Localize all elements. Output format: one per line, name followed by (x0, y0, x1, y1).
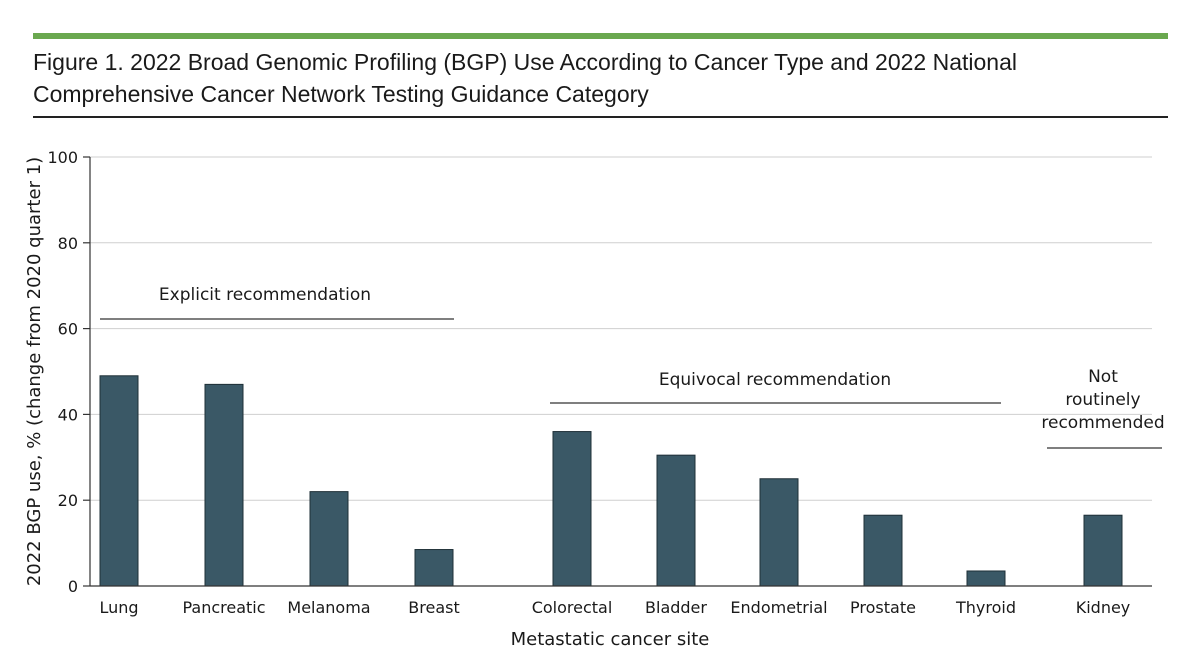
x-tick-label: Kidney (1076, 598, 1131, 617)
group-annotations: Explicit recommendation Equivocal recomme… (100, 285, 1165, 449)
bar-kidney (1083, 514, 1123, 587)
group-label: Equivocal recommendation (659, 370, 891, 390)
x-tick-label: Thyroid (955, 598, 1016, 617)
bar-melanoma (309, 491, 349, 587)
y-tick-label: 0 (68, 577, 78, 596)
bar-endometrial (759, 478, 799, 587)
x-tick-label: Prostate (850, 598, 916, 617)
bar-bladder (656, 454, 696, 587)
y-tick-label: 80 (58, 234, 78, 253)
bar-colorectal (552, 431, 592, 587)
bar-breast (414, 549, 454, 587)
group-label: Not (1088, 367, 1118, 387)
x-category-labels: Lung Pancreatic Melanoma Breast Colorectal Bl… (99, 598, 1130, 617)
x-axis-title: Metastatic cancer site (511, 629, 710, 650)
bar-pancreatic (204, 383, 244, 587)
y-tick-label: 20 (58, 491, 78, 510)
bar-prostate (863, 514, 903, 587)
y-axis-title: 2022 BGP use, % (change from 2020 quarte… (24, 157, 45, 586)
bar-thyroid (966, 570, 1006, 587)
group-label: routinely (1065, 390, 1140, 410)
y-tick-label: 40 (58, 405, 78, 424)
gridlines (90, 156, 1152, 501)
axes (83, 156, 1152, 587)
x-tick-label: Breast (408, 598, 459, 617)
y-tick-labels: 0 20 40 60 80 100 (47, 148, 78, 596)
x-tick-label: Lung (99, 598, 138, 617)
x-tick-label: Endometrial (730, 598, 827, 617)
x-tick-label: Colorectal (532, 598, 613, 617)
title-divider (33, 116, 1168, 118)
figure-title: Figure 1. 2022 Broad Genomic Profiling (… (33, 49, 1018, 107)
group-label: Explicit recommendation (159, 285, 371, 305)
x-tick-label: Bladder (645, 598, 707, 617)
title-accent-rule (33, 33, 1168, 39)
x-tick-label: Pancreatic (182, 598, 265, 617)
y-tick-label: 100 (47, 148, 78, 167)
x-tick-label: Melanoma (287, 598, 370, 617)
group-label: recommended (1041, 413, 1164, 433)
bars (99, 375, 1123, 587)
bar-lung (99, 375, 139, 587)
y-tick-label: 60 (58, 320, 78, 339)
